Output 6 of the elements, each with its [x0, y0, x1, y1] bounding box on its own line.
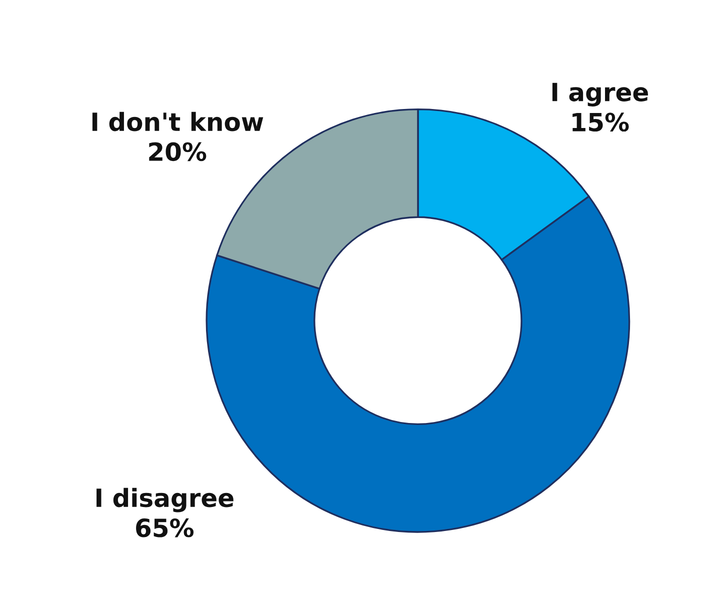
slice-label: I disagree	[96, 488, 234, 512]
data-label: 15%	[572, 112, 629, 132]
data-label: 20%	[149, 142, 206, 162]
slice-label: I agree	[552, 82, 648, 106]
slice-label: I don't know	[92, 112, 264, 132]
data-label: 65%	[136, 518, 194, 538]
